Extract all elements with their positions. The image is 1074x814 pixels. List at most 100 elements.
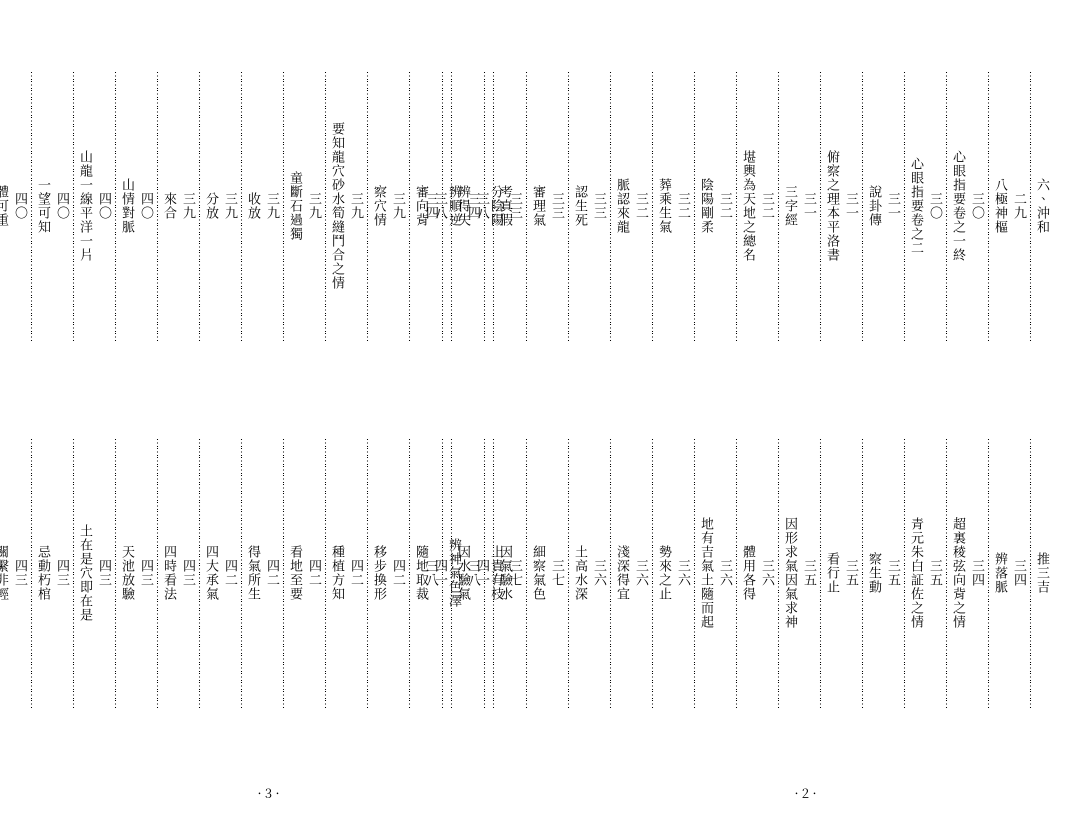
toc-entry-label: 辨落脈 bbox=[995, 552, 1008, 594]
toc-entry-label: 超裏稜弦向背之情 bbox=[953, 517, 966, 629]
toc-entry-label: 土在是穴即在是 bbox=[80, 524, 93, 622]
toc-dots bbox=[943, 71, 953, 341]
toc-entry-page: 三五 bbox=[930, 559, 943, 587]
toc-entry-label: 審理氣 bbox=[533, 185, 546, 227]
toc-dots bbox=[238, 438, 248, 708]
toc-entry-page: 三一 bbox=[846, 192, 859, 220]
toc-dots bbox=[859, 71, 869, 341]
toc-entry: 細察氣色三七 bbox=[510, 395, 546, 750]
toc-entry: 看地至要四二 bbox=[267, 395, 303, 750]
toc-entry: 青元朱白証佐之情三五 bbox=[888, 395, 924, 750]
toc-entry-label: 勢來之止 bbox=[659, 545, 672, 601]
toc-entry-label: 種植方知 bbox=[332, 545, 345, 601]
toc-entry: 山情對脈四〇 bbox=[99, 28, 135, 383]
toc-entry: 俯察之理本平洛書三一 bbox=[804, 28, 840, 383]
toc-entry-page: 三七 bbox=[552, 559, 565, 587]
toc-entry-label: 上貴有枝 bbox=[491, 545, 504, 601]
toc-dots bbox=[1027, 71, 1037, 341]
toc-entry-label: 辨順逆 bbox=[449, 185, 462, 227]
toc-entry-label: 土高水深 bbox=[575, 545, 588, 601]
toc-dots bbox=[733, 71, 743, 341]
toc-entry-label: 山龍一線平洋一片 bbox=[80, 150, 93, 262]
toc-entry: 分放三九 bbox=[183, 28, 219, 383]
toc-entry-page: 三〇 bbox=[972, 192, 985, 220]
toc-entry-page: 三九 bbox=[183, 192, 196, 220]
toc-dots bbox=[985, 71, 995, 341]
toc-dots bbox=[607, 438, 617, 708]
toc-entry-label: 葬乘生氣 bbox=[659, 178, 672, 234]
toc-entry-page: 三二 bbox=[762, 192, 775, 220]
toc-entry: 得氣所生四二 bbox=[225, 395, 261, 750]
toc-entry-label: 童斷石過獨 bbox=[290, 171, 303, 241]
toc-entry-page: 三六 bbox=[678, 559, 691, 587]
toc-entry: 要知龍穴砂水筍縫鬥合之情三九 bbox=[309, 28, 345, 383]
toc-entry: 童斷石過獨三九 bbox=[267, 28, 303, 383]
toc-entry-page: 三六 bbox=[720, 559, 733, 587]
toc-dots bbox=[523, 71, 533, 341]
toc-entry-label: 淺深得宜 bbox=[617, 545, 630, 601]
toc-entry-page: 四三 bbox=[99, 559, 112, 587]
toc-entry: 辨神氣色澤三八 bbox=[426, 395, 462, 750]
toc-entry-label: 一望可知 bbox=[38, 178, 51, 234]
toc-entry-page: 四三 bbox=[141, 559, 154, 587]
toc-dots bbox=[565, 71, 575, 341]
toc-dots bbox=[280, 438, 290, 708]
toc-dots bbox=[607, 71, 617, 341]
toc-entry-page: 三三 bbox=[552, 192, 565, 220]
toc-entry-page: 四〇 bbox=[141, 192, 154, 220]
toc-entry-label: 看行止 bbox=[827, 552, 840, 594]
toc-entry-page: 三三 bbox=[510, 192, 523, 220]
toc-entry: 勢來之止三六 bbox=[636, 395, 672, 750]
toc-dots bbox=[112, 438, 122, 708]
page-2-number: · 2 · bbox=[794, 783, 816, 802]
page-2-content: 六、沖和二九八極神樞三〇心眼指要卷之一終三〇心眼指要卷之二三一說卦傳三一俯察之理… bbox=[561, 28, 1050, 744]
toc-entry: 陰陽剛柔三二 bbox=[678, 28, 714, 383]
page-3-number: · 3 · bbox=[257, 783, 279, 802]
toc-dots bbox=[943, 438, 953, 708]
toc-entry-label: 推三吉 bbox=[1037, 552, 1050, 594]
toc-entry: 看行止三五 bbox=[804, 395, 840, 750]
toc-entry-label: 四時看法 bbox=[164, 545, 177, 601]
toc-dots bbox=[322, 71, 332, 341]
toc-dots bbox=[364, 438, 374, 708]
toc-dots bbox=[28, 71, 38, 341]
toc-dots bbox=[112, 71, 122, 341]
toc-entry: 葬乘生氣三二 bbox=[636, 28, 672, 383]
toc-entry-page: 三二 bbox=[720, 192, 733, 220]
toc-entry: 移步換形四二 bbox=[351, 395, 387, 750]
toc-entry: 分陰陽三四 bbox=[468, 28, 504, 383]
toc-entry-label: 得氣所生 bbox=[248, 545, 261, 601]
toc-entry: 因形求氣因氣求神三六 bbox=[762, 395, 798, 750]
toc-dots bbox=[196, 71, 206, 341]
toc-entry-label: 因形求氣因氣求神 bbox=[785, 517, 798, 629]
toc-entry-page: 四二 bbox=[267, 559, 280, 587]
toc-dots bbox=[364, 71, 374, 341]
toc-entry-label: 分放 bbox=[206, 192, 219, 220]
toc-entry-page: 三六 bbox=[636, 559, 649, 587]
toc-entry-page: 三二 bbox=[678, 192, 691, 220]
toc-dots bbox=[406, 71, 416, 341]
toc-entry: 一望可知四〇 bbox=[15, 28, 51, 383]
toc-entry-label: 心眼指要卷之一終 bbox=[953, 150, 966, 262]
toc-dots bbox=[70, 438, 80, 708]
toc-entry-label: 俯察之理本平洛書 bbox=[827, 150, 840, 262]
toc-dots bbox=[280, 71, 290, 341]
toc-entry-label: 脈認來龍 bbox=[617, 178, 630, 234]
toc-dots bbox=[901, 438, 911, 708]
toc-entry: 認生死三三 bbox=[552, 28, 588, 383]
toc-entry-label: 體用各得 bbox=[743, 545, 756, 601]
toc-entry-page: 三七 bbox=[510, 559, 523, 587]
toc-entry-page: 四二 bbox=[351, 559, 364, 587]
toc-section: 六、沖和二九八極神樞三〇心眼指要卷之一終三〇心眼指要卷之二三一說卦傳三一俯察之理… bbox=[561, 28, 1050, 383]
toc-entry-label: 陰陽剛柔 bbox=[701, 178, 714, 234]
toc-dots bbox=[733, 438, 743, 708]
toc-entry-page: 三一 bbox=[804, 192, 817, 220]
toc-entry-label: 心眼指要卷之二 bbox=[911, 157, 924, 255]
toc-entry-page: 三四 bbox=[1014, 559, 1027, 587]
toc-dots bbox=[649, 438, 659, 708]
toc-entry-label: 要知龍穴砂水筍縫鬥合之情 bbox=[332, 122, 345, 290]
toc-entry-label: 認生死 bbox=[575, 185, 588, 227]
toc-entry-page: 三四 bbox=[426, 192, 439, 220]
toc-entry-label: 移步換形 bbox=[374, 545, 387, 601]
toc-entry: 心眼指要卷之一終三〇 bbox=[930, 28, 966, 383]
